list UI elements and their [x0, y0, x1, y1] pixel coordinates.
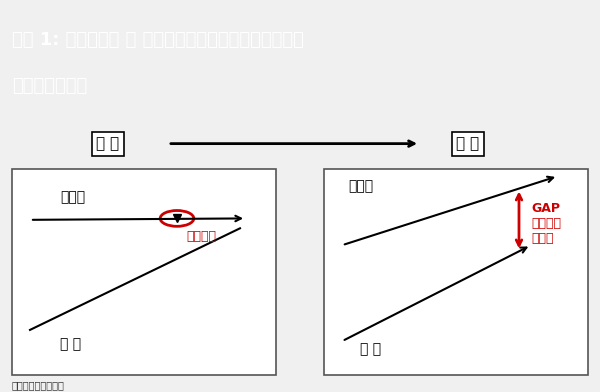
Text: GAP: GAP: [531, 202, 560, 215]
FancyBboxPatch shape: [12, 169, 276, 375]
Text: 需 要: 需 要: [60, 337, 81, 351]
Text: 需 要: 需 要: [360, 343, 381, 357]
Text: 金利の根本原因: 金利の根本原因: [12, 77, 87, 95]
Text: 現 在: 現 在: [457, 136, 479, 151]
Text: デフレの
リスク: デフレの リスク: [531, 217, 561, 245]
FancyBboxPatch shape: [324, 169, 588, 375]
Text: 出所：武者リサーチ: 出所：武者リサーチ: [12, 380, 65, 390]
Text: インフレ: インフレ: [186, 230, 216, 243]
Text: 供給力: 供給力: [60, 190, 85, 204]
Text: 図表 1: 新産業革命 ＝ 生産性･供給力上昇がデフレと低: 図表 1: 新産業革命 ＝ 生産性･供給力上昇がデフレと低: [12, 31, 304, 49]
Text: 供給力: 供給力: [348, 179, 373, 193]
Text: 過 去: 過 去: [97, 136, 119, 151]
